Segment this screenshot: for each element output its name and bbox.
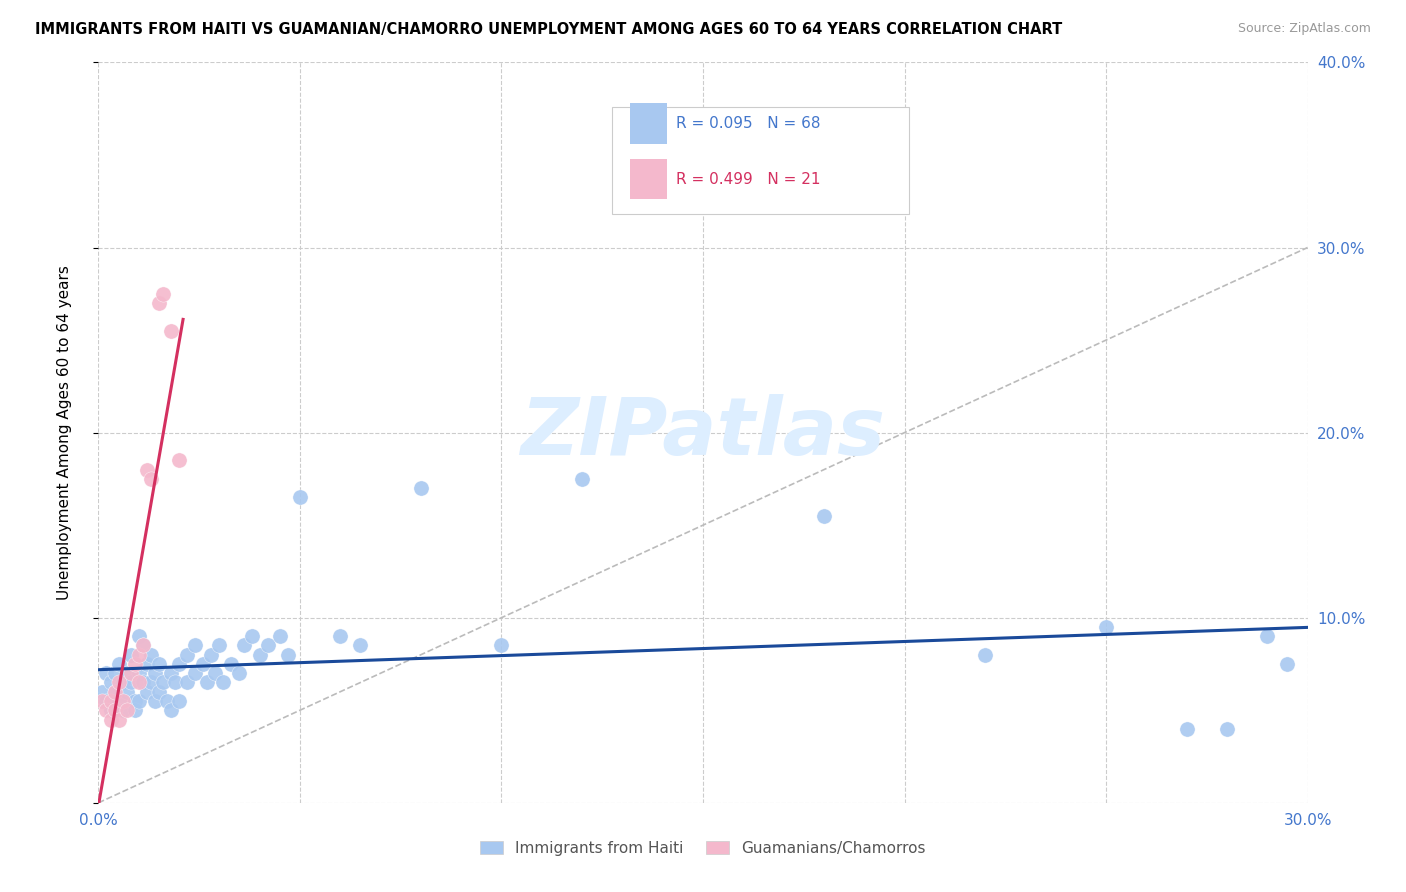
Point xyxy=(148,296,170,310)
Point xyxy=(124,703,146,717)
Point xyxy=(100,713,122,727)
Text: R = 0.095   N = 68: R = 0.095 N = 68 xyxy=(676,116,821,131)
Point xyxy=(107,694,129,708)
Point xyxy=(212,675,235,690)
Point xyxy=(103,685,125,699)
Point xyxy=(120,648,142,662)
Point xyxy=(156,694,179,708)
Point xyxy=(160,703,183,717)
Y-axis label: Unemployment Among Ages 60 to 64 years: Unemployment Among Ages 60 to 64 years xyxy=(58,265,72,600)
Point xyxy=(974,648,997,662)
Point xyxy=(96,703,118,717)
Point xyxy=(139,648,162,662)
Point xyxy=(232,639,254,653)
Point xyxy=(1095,620,1118,634)
Point xyxy=(256,639,278,653)
Point xyxy=(184,666,207,681)
Text: IMMIGRANTS FROM HAITI VS GUAMANIAN/CHAMORRO UNEMPLOYMENT AMONG AGES 60 TO 64 YEA: IMMIGRANTS FROM HAITI VS GUAMANIAN/CHAMO… xyxy=(35,22,1063,37)
Point xyxy=(208,639,231,653)
Point xyxy=(200,648,222,662)
Point xyxy=(103,703,125,717)
Point xyxy=(100,694,122,708)
Point xyxy=(128,675,150,690)
Point xyxy=(176,675,198,690)
Point xyxy=(124,694,146,708)
Point xyxy=(160,324,183,338)
Point xyxy=(204,666,226,681)
Text: Source: ZipAtlas.com: Source: ZipAtlas.com xyxy=(1237,22,1371,36)
Point xyxy=(409,481,432,495)
Text: R = 0.499   N = 21: R = 0.499 N = 21 xyxy=(676,171,821,186)
Point xyxy=(152,286,174,301)
Point xyxy=(100,675,122,690)
Point xyxy=(120,666,142,681)
Legend: Immigrants from Haiti, Guamanians/Chamorros: Immigrants from Haiti, Guamanians/Chamor… xyxy=(474,835,932,862)
Point xyxy=(124,657,146,671)
Point xyxy=(193,657,215,671)
Point xyxy=(269,629,291,643)
Point xyxy=(111,675,134,690)
Point xyxy=(148,657,170,671)
Point xyxy=(120,675,142,690)
Point xyxy=(115,685,138,699)
Point xyxy=(491,639,513,653)
Point xyxy=(96,666,118,681)
Point xyxy=(148,685,170,699)
FancyBboxPatch shape xyxy=(613,107,908,214)
Point xyxy=(228,666,250,681)
Point xyxy=(176,648,198,662)
Point xyxy=(143,694,166,708)
Point xyxy=(184,639,207,653)
Point xyxy=(349,639,371,653)
Point xyxy=(139,675,162,690)
Point xyxy=(107,657,129,671)
Point xyxy=(160,666,183,681)
Point xyxy=(128,648,150,662)
Point xyxy=(115,666,138,681)
Point xyxy=(135,657,157,671)
FancyBboxPatch shape xyxy=(630,103,666,144)
Point xyxy=(288,491,311,505)
Point xyxy=(1216,722,1239,736)
Point xyxy=(240,629,263,643)
Point xyxy=(139,472,162,486)
Point xyxy=(103,666,125,681)
Point xyxy=(1175,722,1198,736)
Point xyxy=(167,694,190,708)
Point xyxy=(135,462,157,476)
Point xyxy=(115,703,138,717)
FancyBboxPatch shape xyxy=(630,159,666,200)
Point xyxy=(91,685,114,699)
Point xyxy=(167,657,190,671)
Point xyxy=(571,472,593,486)
Point xyxy=(813,508,835,523)
Point xyxy=(91,694,114,708)
Text: ZIPatlas: ZIPatlas xyxy=(520,393,886,472)
Point xyxy=(221,657,243,671)
Point xyxy=(1277,657,1299,671)
Point xyxy=(152,675,174,690)
Point xyxy=(277,648,299,662)
Point xyxy=(167,453,190,467)
Point xyxy=(100,703,122,717)
Point xyxy=(103,685,125,699)
Point xyxy=(195,675,218,690)
Point xyxy=(128,666,150,681)
Point xyxy=(128,629,150,643)
Point xyxy=(329,629,352,643)
Point xyxy=(135,685,157,699)
Point xyxy=(111,703,134,717)
Point xyxy=(132,639,155,653)
Point xyxy=(132,675,155,690)
Point xyxy=(132,639,155,653)
Point xyxy=(107,713,129,727)
Point xyxy=(1256,629,1278,643)
Point xyxy=(143,666,166,681)
Point xyxy=(249,648,271,662)
Point xyxy=(128,694,150,708)
Point xyxy=(163,675,186,690)
Point xyxy=(111,694,134,708)
Point xyxy=(107,675,129,690)
Point xyxy=(96,694,118,708)
